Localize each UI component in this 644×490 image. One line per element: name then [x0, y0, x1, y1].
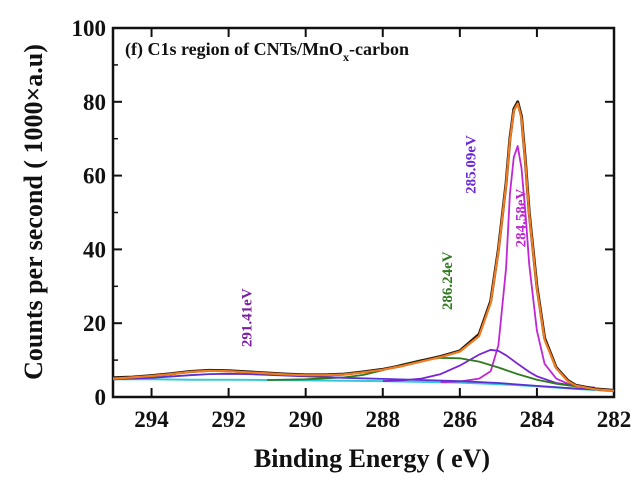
- x-tick-label: 294: [134, 407, 169, 432]
- peak-label: 284.58eV: [513, 188, 529, 247]
- chart-title-prefix: (f) C1s region of CNTs/MnO: [125, 39, 343, 60]
- peak-label: 291.41eV: [240, 288, 256, 347]
- y-axis-title: Counts per second ( 1000×a.u): [19, 44, 48, 380]
- peak-annotations: 291.41eV 286.24eV 285.09eV 284.58eV: [240, 135, 530, 347]
- y-tick-label: 80: [83, 90, 106, 115]
- y-tick-label: 0: [95, 385, 107, 410]
- x-tick-label: 284: [520, 407, 555, 432]
- component-series-line: [267, 357, 595, 389]
- peak-label: 285.09eV: [463, 135, 479, 194]
- y-tick-label: 40: [83, 237, 106, 262]
- x-tick-label: 290: [288, 407, 323, 432]
- axes: 294 292 290 288 286 284 282 0 20 40 60 80 100: [72, 16, 632, 432]
- x-tick-label: 292: [211, 407, 246, 432]
- x-tick-label: 288: [366, 407, 401, 432]
- component-series-line: [440, 145, 595, 389]
- curves: [112, 100, 615, 393]
- chart-title-suffix: -carbon: [349, 39, 409, 59]
- peak-label: 286.24eV: [440, 251, 456, 310]
- chart-title: (f) C1s region of CNTs/MnOx-carbon: [125, 39, 409, 64]
- x-axis-title: Binding Energy ( eV): [254, 444, 490, 473]
- chart-title-subscript: x: [343, 50, 349, 64]
- component-series-line: [382, 348, 595, 389]
- raw-series-line: [112, 100, 615, 392]
- x-tick-label: 282: [597, 407, 632, 432]
- y-tick-label: 60: [83, 164, 106, 189]
- y-tick-label: 20: [83, 311, 106, 336]
- envelope-series-line: [112, 102, 615, 392]
- y-tick-label: 100: [72, 16, 107, 41]
- x-tick-label: 286: [443, 407, 478, 432]
